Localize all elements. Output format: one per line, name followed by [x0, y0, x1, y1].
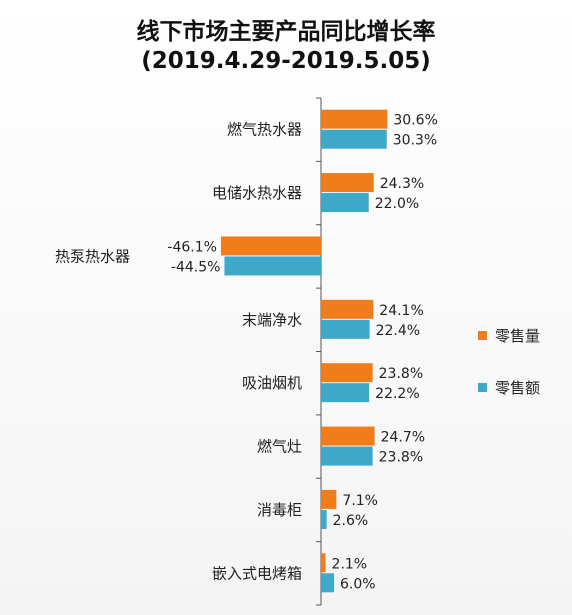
- bar-sales-volume: [321, 553, 326, 573]
- data-label: 23.8%: [379, 450, 423, 466]
- data-label: 30.6%: [393, 113, 437, 129]
- bar-sales-value: [321, 446, 373, 466]
- bar-sales-volume: [321, 363, 373, 383]
- data-label: 22.2%: [375, 386, 419, 402]
- data-label: 6.0%: [340, 576, 376, 592]
- data-label: 22.0%: [375, 196, 419, 212]
- bar-sales-volume: [321, 489, 337, 509]
- data-label: 7.1%: [342, 493, 378, 509]
- data-label: -44.5%: [171, 259, 221, 275]
- data-label: 23.8%: [379, 366, 423, 382]
- data-label: 2.1%: [332, 556, 368, 572]
- chart-subtitle: (2019.4.29-2019.5.05): [141, 48, 431, 74]
- legend-swatch-sales-value: [478, 383, 487, 392]
- bar-sales-value: [321, 129, 387, 149]
- legend-swatch-sales-volume: [478, 331, 487, 340]
- bar-sales-value: [224, 256, 321, 276]
- category-label: 电储水热水器: [212, 184, 302, 202]
- category-label: 消毒柜: [257, 501, 302, 519]
- bar-sales-volume: [321, 426, 375, 446]
- category-label: 热泵热水器: [55, 247, 130, 265]
- category-label: 末端净水: [242, 311, 302, 329]
- data-label: 24.7%: [381, 430, 425, 446]
- bar-sales-value: [321, 383, 370, 403]
- legend-item-sales-value: 零售额: [478, 377, 540, 398]
- chart-title: 线下市场主要产品同比增长率: [136, 19, 436, 45]
- data-label: 22.4%: [376, 323, 420, 339]
- category-label: 燃气热水器: [227, 121, 302, 139]
- category-label: 燃气灶: [257, 438, 302, 456]
- bar-sales-volume: [220, 236, 321, 256]
- legend-label-sales-value: 零售额: [495, 379, 541, 397]
- legend-label-sales-volume: 零售量: [495, 327, 541, 345]
- data-label: 24.1%: [379, 303, 423, 319]
- category-label: 吸油烟机: [242, 374, 302, 392]
- bar-sales-value: [321, 509, 327, 529]
- bar-sales-value: [321, 573, 335, 593]
- bar-sales-value: [321, 319, 370, 339]
- category-label: 嵌入式电烤箱: [212, 564, 302, 582]
- data-label: 2.6%: [333, 513, 369, 529]
- bar-sales-volume: [321, 299, 374, 319]
- data-label: 24.3%: [380, 176, 424, 192]
- data-label: 30.3%: [393, 133, 437, 149]
- bar-sales-volume: [321, 109, 388, 129]
- bar-sales-value: [321, 193, 369, 213]
- legend-item-sales-volume: 零售量: [478, 325, 540, 346]
- data-label: -46.1%: [167, 239, 217, 255]
- bar-sales-volume: [321, 173, 374, 193]
